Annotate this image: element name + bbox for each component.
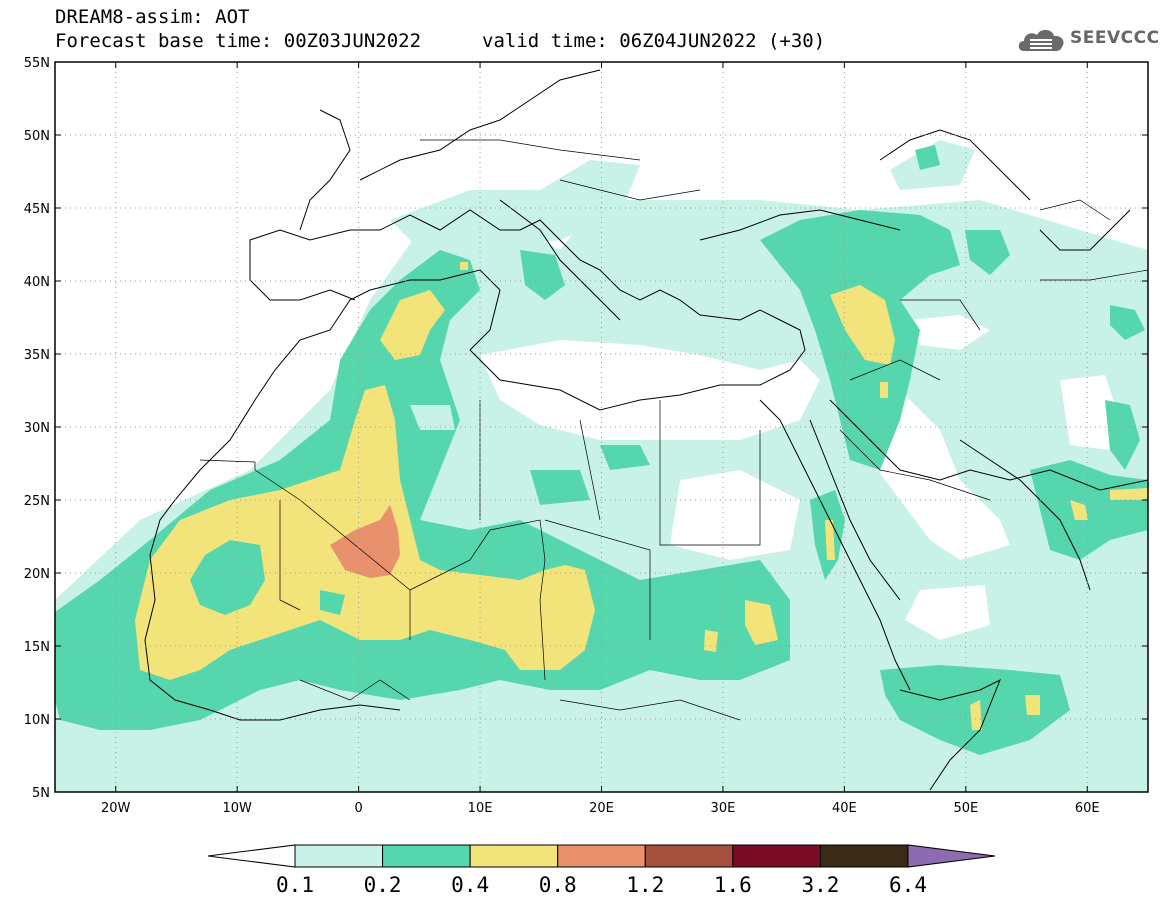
seevccc-logo: SEEVCCC <box>1016 25 1159 55</box>
colorbar-label: 1.2 <box>626 873 664 897</box>
lat-label: 55N <box>24 56 50 71</box>
colorbar: 0.1 0.2 0.4 0.8 1.2 1.6 3.2 6.4 <box>207 844 996 897</box>
colorbar-label: 0.8 <box>539 873 577 897</box>
lon-label: 10E <box>468 801 493 816</box>
forecast-base-time: Forecast base time: 00Z03JUN2022 <box>55 30 422 52</box>
colorbar-swatch <box>732 844 821 868</box>
lat-label: 5N <box>32 786 50 801</box>
lat-label: 45N <box>24 202 50 217</box>
lat-label: 40N <box>24 275 50 290</box>
aot-field-0-2-inner <box>190 540 345 615</box>
colorbar-label: 3.2 <box>801 873 839 897</box>
lat-label: 10N <box>24 713 50 728</box>
cloud-icon <box>1018 29 1064 51</box>
lon-label: 10W <box>222 801 252 816</box>
graticule <box>55 62 1148 792</box>
latitude-labels: 5N 10N 15N 20N 25N 30N 35N 40N 45N 50N 55N <box>24 56 50 801</box>
map-title: DREAM8-assim: AOT <box>55 6 250 28</box>
aot-field-0-8 <box>330 505 400 578</box>
lon-label: 20E <box>589 801 614 816</box>
colorbar-swatch <box>557 844 646 868</box>
lon-label: 50E <box>953 801 978 816</box>
logo-text: SEEVCCC <box>1070 28 1160 48</box>
lat-label: 30N <box>24 421 50 436</box>
colorbar-swatch <box>469 844 559 868</box>
colorbar-swatch <box>294 844 384 868</box>
lat-label: 50N <box>24 129 50 144</box>
lon-label: 30E <box>711 801 736 816</box>
lat-label: 15N <box>24 640 50 655</box>
colorbar-label: 0.4 <box>451 873 489 897</box>
colorbar-over-arrow <box>907 844 996 868</box>
colorbar-swatch <box>644 844 734 868</box>
colorbar-label: 0.1 <box>276 873 314 897</box>
lon-label: 60E <box>1075 801 1100 816</box>
aot-field-below-0-1 <box>480 315 1120 640</box>
colorbar-under-arrow <box>207 844 296 868</box>
lon-label: 0 <box>354 801 362 816</box>
country-borders <box>199 139 1148 721</box>
lon-label: 40E <box>832 801 857 816</box>
colorbar-label: 0.2 <box>364 873 402 897</box>
lat-label: 20N <box>24 567 50 582</box>
colorbar-swatch <box>819 844 909 868</box>
valid-time: valid time: 06Z04JUN2022 (+30) <box>482 30 826 52</box>
colorbar-label: 6.4 <box>889 873 927 897</box>
lat-label: 25N <box>24 494 50 509</box>
lon-label: 20W <box>101 801 131 816</box>
coastlines <box>144 69 1148 791</box>
colorbar-swatch <box>382 844 471 868</box>
lat-label: 35N <box>24 348 50 363</box>
longitude-labels: 20W 10W 0 10E 20E 30E 40E 50E 60E <box>101 801 1100 816</box>
colorbar-label: 1.6 <box>714 873 752 897</box>
